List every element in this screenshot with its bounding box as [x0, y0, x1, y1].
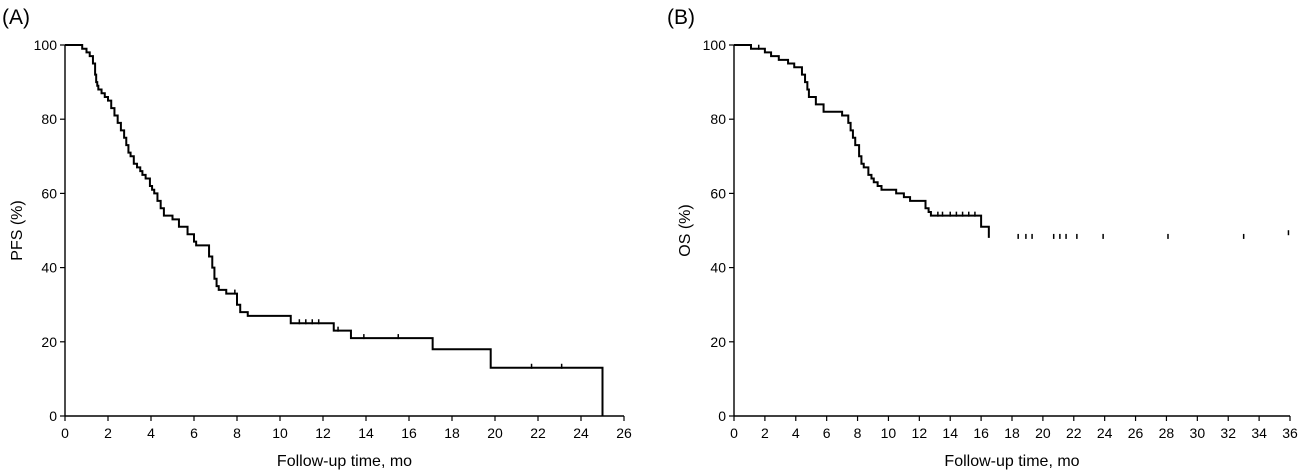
- x-tick-label: 20: [487, 425, 503, 441]
- y-tick-label: 100: [34, 37, 58, 53]
- x-tick-label: 20: [1035, 425, 1051, 441]
- panel-label: (A): [2, 6, 30, 29]
- y-tick-label: 20: [710, 334, 726, 350]
- survival-curve: [734, 44, 990, 238]
- x-tick-label: 4: [147, 425, 155, 441]
- y-tick-label: 80: [41, 111, 57, 127]
- x-tick-label: 26: [1128, 425, 1144, 441]
- x-tick-label: 4: [792, 425, 800, 441]
- panel-label: (B): [667, 6, 695, 29]
- y-tick-label: 80: [710, 111, 726, 127]
- y-tick-label: 40: [41, 260, 57, 276]
- x-axis-title: Follow-up time, mo: [277, 453, 412, 470]
- y-tick-label: 20: [41, 334, 57, 350]
- x-tick-label: 26: [616, 425, 632, 441]
- x-tick-label: 6: [190, 425, 198, 441]
- x-tick-label: 12: [912, 425, 928, 441]
- x-tick-label: 24: [1097, 425, 1113, 441]
- y-axis-title: PFS (%): [9, 200, 26, 260]
- y-tick-label: 100: [703, 37, 727, 53]
- y-tick-label: 0: [718, 408, 726, 424]
- x-tick-label: 18: [1004, 425, 1020, 441]
- x-tick-label: 8: [233, 425, 241, 441]
- x-axis-title: Follow-up time, mo: [944, 453, 1079, 470]
- survival-curve: [65, 44, 604, 416]
- x-tick-label: 8: [854, 425, 862, 441]
- y-tick-label: 0: [49, 408, 57, 424]
- x-tick-label: 16: [973, 425, 989, 441]
- y-axis-title: OS (%): [677, 204, 694, 256]
- x-tick-label: 2: [104, 425, 112, 441]
- x-tick-label: 14: [358, 425, 374, 441]
- x-tick-label: 18: [444, 425, 460, 441]
- x-tick-label: 0: [61, 425, 69, 441]
- x-tick-label: 36: [1282, 425, 1298, 441]
- x-tick-label: 6: [823, 425, 831, 441]
- x-tick-label: 22: [1066, 425, 1082, 441]
- x-tick-label: 32: [1220, 425, 1236, 441]
- x-tick-label: 22: [530, 425, 546, 441]
- x-tick-label: 34: [1251, 425, 1267, 441]
- y-tick-label: 40: [710, 260, 726, 276]
- x-tick-label: 2: [761, 425, 769, 441]
- x-tick-label: 28: [1159, 425, 1175, 441]
- x-tick-label: 30: [1190, 425, 1206, 441]
- x-tick-label: 0: [730, 425, 738, 441]
- x-tick-label: 16: [401, 425, 417, 441]
- y-tick-label: 60: [710, 185, 726, 201]
- x-tick-label: 24: [573, 425, 589, 441]
- y-tick-label: 60: [41, 185, 57, 201]
- x-tick-label: 12: [315, 425, 331, 441]
- x-tick-label: 14: [942, 425, 958, 441]
- x-tick-label: 10: [881, 425, 897, 441]
- x-tick-label: 10: [272, 425, 288, 441]
